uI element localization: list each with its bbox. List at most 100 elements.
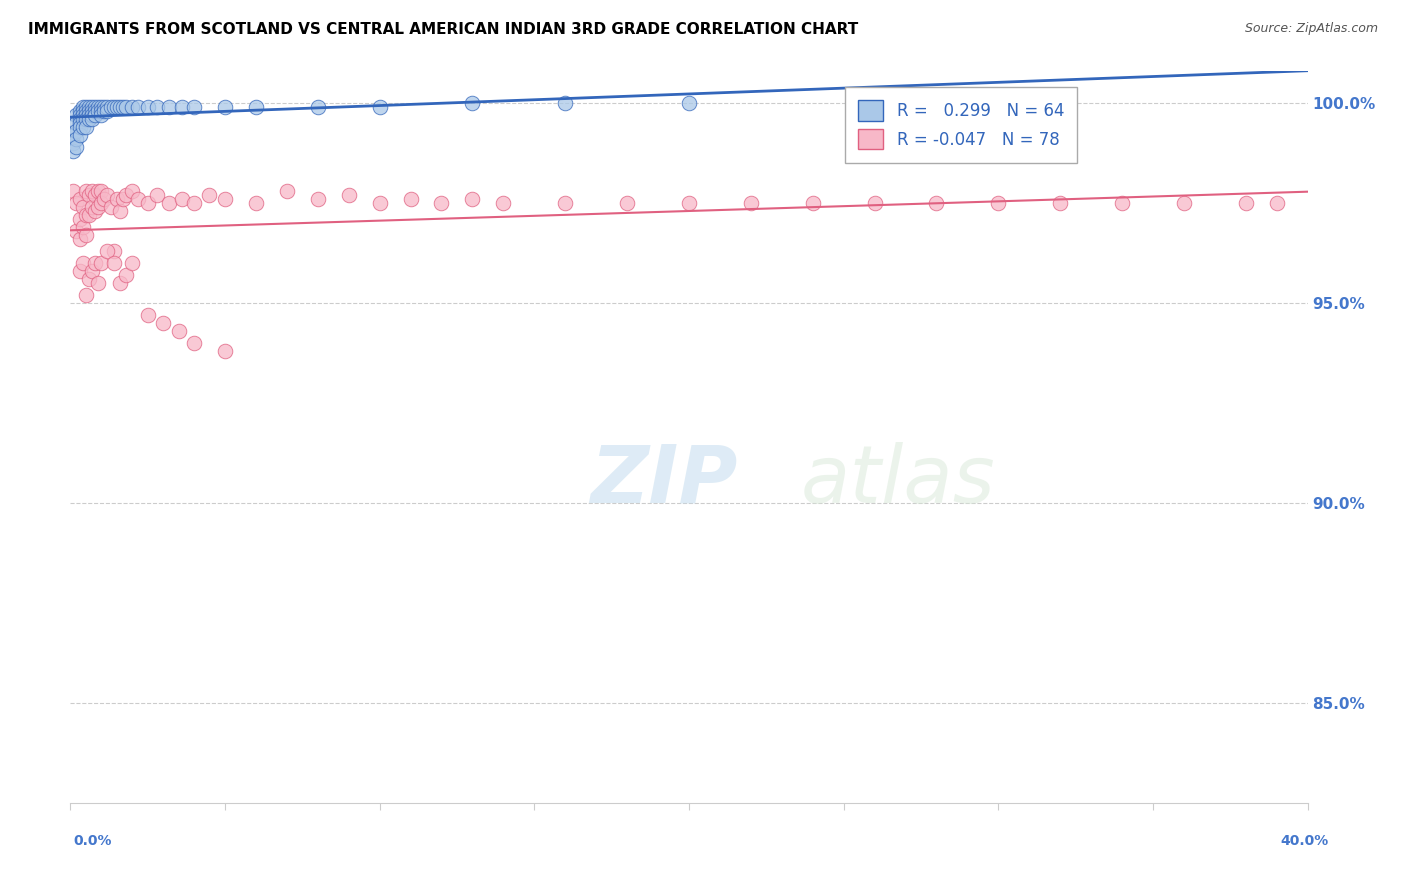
Point: [157, 100, 180, 114]
Point: [157, 196, 180, 211]
Point: [87, 100, 110, 114]
Point: [87, 200, 110, 214]
Point: [77, 272, 100, 286]
Point: [399, 192, 422, 206]
Text: ZIP: ZIP: [591, 442, 737, 520]
Point: [115, 268, 138, 283]
Text: Source: ZipAtlas.com: Source: ZipAtlas.com: [1244, 22, 1378, 36]
Text: IMMIGRANTS FROM SCOTLAND VS CENTRAL AMERICAN INDIAN 3RD GRADE CORRELATION CHART: IMMIGRANTS FROM SCOTLAND VS CENTRAL AMER…: [28, 22, 859, 37]
Point: [368, 196, 391, 211]
Point: [93, 100, 115, 114]
Point: [170, 100, 193, 114]
Point: [245, 196, 267, 211]
Point: [183, 336, 205, 351]
Point: [100, 200, 122, 214]
Point: [121, 184, 143, 198]
Point: [87, 276, 110, 290]
Point: [167, 324, 190, 338]
Point: [93, 192, 115, 206]
Text: 0.0%: 0.0%: [73, 834, 111, 848]
Point: [121, 256, 143, 270]
Point: [69, 120, 91, 135]
Point: [307, 100, 329, 114]
Point: [337, 188, 360, 202]
Point: [75, 208, 97, 222]
Point: [72, 200, 94, 214]
Point: [115, 188, 138, 202]
Point: [105, 192, 128, 206]
Point: [678, 196, 700, 211]
Point: [75, 120, 97, 135]
Point: [77, 104, 100, 119]
Point: [183, 100, 205, 114]
Point: [65, 132, 87, 146]
Point: [62, 136, 84, 151]
Point: [87, 104, 110, 119]
Point: [72, 104, 94, 119]
Point: [69, 116, 91, 130]
Point: [69, 112, 91, 127]
Point: [69, 192, 91, 206]
Point: [90, 196, 112, 211]
Point: [127, 100, 149, 114]
Point: [111, 100, 134, 114]
Point: [80, 112, 103, 127]
Point: [103, 256, 125, 270]
Point: [72, 100, 94, 114]
Point: [75, 288, 97, 302]
Point: [80, 104, 103, 119]
Point: [77, 108, 100, 122]
Point: [1049, 196, 1071, 211]
Point: [136, 308, 159, 322]
Legend: R =   0.299   N = 64, R = -0.047   N = 78: R = 0.299 N = 64, R = -0.047 N = 78: [845, 87, 1077, 162]
Point: [1234, 196, 1257, 211]
Point: [69, 212, 91, 227]
Point: [127, 192, 149, 206]
Point: [69, 108, 91, 122]
Point: [84, 108, 107, 122]
Point: [103, 100, 125, 114]
Point: [69, 128, 91, 143]
Point: [740, 196, 762, 211]
Point: [84, 204, 107, 219]
Point: [146, 188, 169, 202]
Point: [65, 196, 87, 211]
Point: [492, 196, 515, 211]
Point: [1265, 196, 1288, 211]
Point: [84, 188, 107, 202]
Point: [214, 344, 236, 359]
Point: [678, 96, 700, 111]
Point: [307, 192, 329, 206]
Point: [96, 104, 118, 119]
Point: [75, 108, 97, 122]
Point: [198, 188, 221, 202]
Point: [96, 188, 118, 202]
Point: [93, 104, 115, 119]
Point: [554, 196, 576, 211]
Point: [183, 196, 205, 211]
Point: [65, 116, 87, 130]
Point: [863, 196, 886, 211]
Point: [72, 120, 94, 135]
Point: [96, 244, 118, 259]
Point: [146, 100, 169, 114]
Point: [77, 208, 100, 222]
Point: [87, 184, 110, 198]
Text: atlas: atlas: [800, 442, 995, 520]
Point: [152, 316, 174, 330]
Point: [62, 128, 84, 143]
Point: [84, 104, 107, 119]
Point: [90, 108, 112, 122]
Point: [72, 220, 94, 235]
Point: [801, 196, 824, 211]
Point: [80, 200, 103, 214]
Point: [65, 108, 87, 122]
Point: [62, 184, 84, 198]
Point: [461, 96, 484, 111]
Point: [108, 100, 131, 114]
Point: [80, 108, 103, 122]
Point: [461, 192, 484, 206]
Point: [245, 100, 267, 114]
Point: [108, 276, 131, 290]
Point: [276, 184, 298, 198]
